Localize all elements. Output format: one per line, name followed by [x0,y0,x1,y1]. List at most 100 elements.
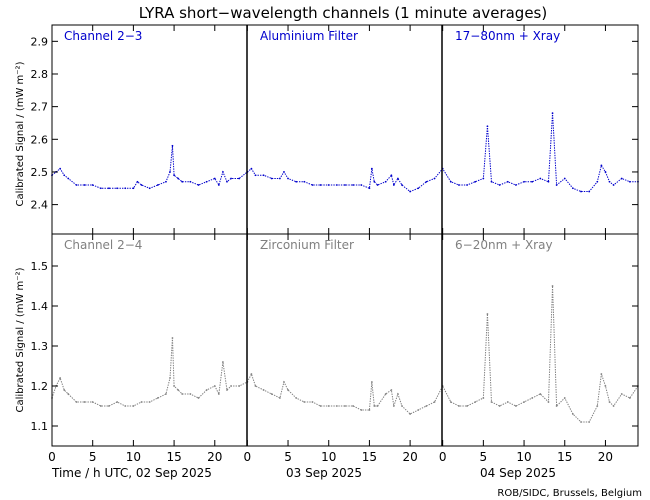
bottom-data-point [67,393,70,395]
x-tick-label: 20 [207,450,222,464]
bottom-data-point [373,405,376,407]
top-data-point [165,180,167,183]
bottom-data-point [466,405,468,407]
bottom-data-point [303,401,306,403]
bottom-data-point [425,405,428,407]
top-data-point [555,184,558,186]
top-data-point [230,177,232,180]
bottom-data-point [523,401,525,403]
bottom-data-point [91,401,94,403]
top-data-point [547,180,550,183]
top-data-point [132,187,135,190]
bottom-data-point [474,401,477,403]
bottom-data-point [156,397,159,399]
x-axis-label-day1: Time / h UTC, 02 Sep 2025 [51,466,212,480]
bottom-data-point [417,409,420,411]
bottom-data-point [352,405,355,407]
top-data-point [571,187,574,190]
y-axis-title-bottom: Calibrated Signal / (mW m⁻²) [15,267,26,412]
bottom-data-point [612,405,615,407]
bottom-data-point [628,397,631,399]
bottom-y-tick-label: 1.5 [31,260,49,273]
bottom-data-point [390,389,393,391]
bottom-data-point [360,409,363,411]
bottom-data-point [140,401,143,403]
bottom-data-point [295,397,298,399]
top-data-point [171,144,174,147]
bottom-series-0-line [51,285,639,423]
bottom-data-point [506,401,509,403]
top-data-point [205,180,208,183]
top-data-point [539,177,542,180]
top-data-point [140,184,143,186]
top-data-point [409,190,412,193]
bottom-y-tick-label: 1.4 [31,300,49,313]
bottom-data-point [287,389,289,391]
top-data-point [474,180,477,183]
top-data-point [91,184,94,186]
top-data-point [254,174,257,177]
top-data-point [181,180,184,183]
bottom-data-point [600,373,603,375]
top-data-point [433,177,436,180]
top-data-point [108,187,110,190]
top-data-point [370,167,373,170]
bottom-axes-frame [51,233,639,447]
bottom-data-point [596,405,599,407]
top-y-tick-label: 2.5 [31,166,49,179]
top-data-point [376,184,379,186]
x-tick-label: 10 [321,450,336,464]
top-y-tick-label: 2.6 [31,133,49,146]
bottom-data-point [165,393,167,395]
bottom-data-point [124,405,127,407]
bottom-data-point [620,393,623,395]
top-data-point [373,180,376,183]
x-tick-label: 5 [480,450,488,464]
bottom-data-point [571,413,574,415]
top-data-point [148,187,151,190]
bottom-data-point [262,389,265,391]
panel-label-6-20nm-xray: 6−20nm + Xray [455,238,553,252]
top-data-point [173,174,175,177]
top-data-point [458,184,460,186]
bottom-data-point [370,381,373,383]
bottom-data-point [319,405,322,407]
top-data-point [319,184,322,186]
bottom-data-point [604,385,607,387]
top-data-point [83,184,86,186]
top-data-point [449,180,452,183]
bottom-data-point [250,373,253,375]
top-data-point [596,180,599,183]
panel-label-17-80nm-xray: 17−80nm + Xray [455,29,560,43]
bottom-data-point [270,393,273,395]
bottom-data-point [539,393,542,395]
bottom-data-point [238,385,241,387]
bottom-data-point [75,401,78,403]
bottom-data-point [177,389,180,391]
top-data-point [217,184,220,186]
top-data-point [270,177,273,180]
top-data-point [63,174,66,177]
bottom-data-point [555,405,558,407]
top-data-point [523,180,525,183]
top-data-point [99,187,102,190]
top-data-point [213,177,216,180]
top-data-point [283,171,285,173]
top-data-point [563,177,566,180]
bottom-data-point [588,421,591,423]
bottom-data-point [376,405,379,407]
bottom-data-point [171,337,174,339]
bottom-data-point [83,401,86,403]
bottom-data-point [344,405,346,407]
top-y-tick-label: 2.4 [31,199,49,212]
top-data-point [588,190,591,193]
bottom-data-point [278,397,281,399]
bottom-data-point [547,401,550,403]
top-data-point [466,184,468,186]
plot-layer: 2.4 2.5 2.6 2.7 2.8 2.9 1.1 1.2 1.3 1.4 1.5 0 5 10 15 2… [31,24,639,464]
top-data-point [612,184,615,186]
bottom-data-point [230,385,232,387]
bottom-data-point [515,405,517,407]
y-axis-title-top: Calibrated Signal / (mW m⁻²) [15,61,26,206]
